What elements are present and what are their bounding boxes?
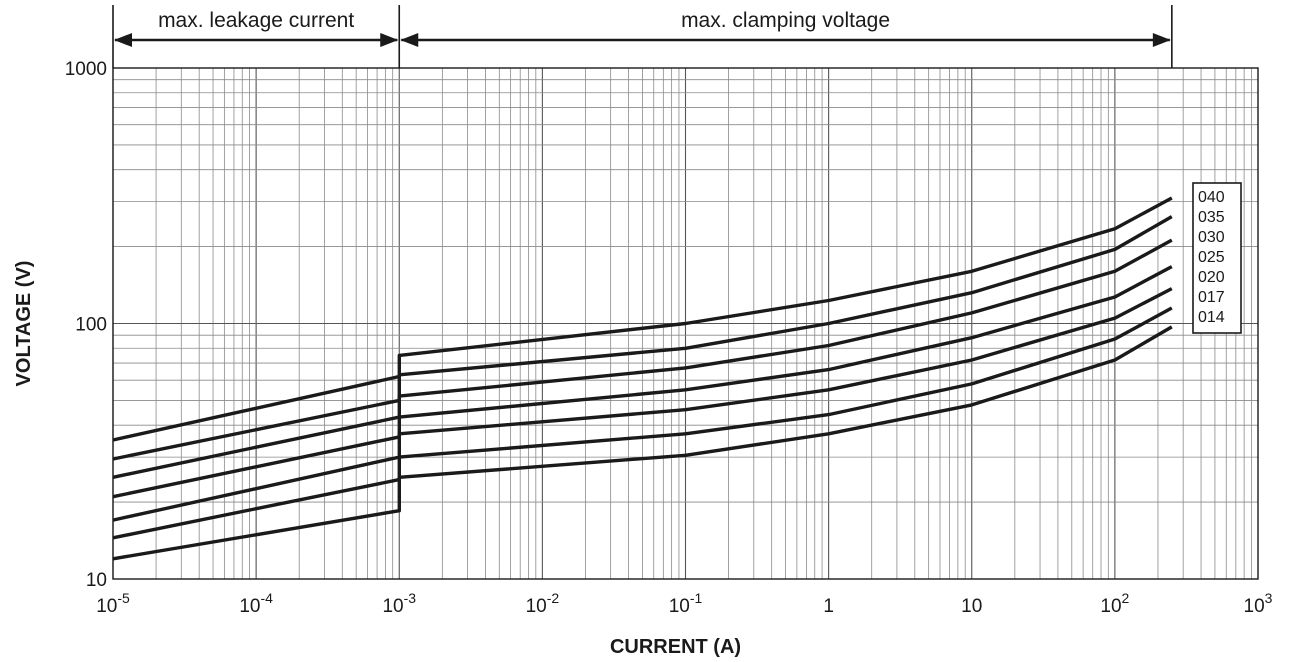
- legend-item: 035: [1198, 209, 1225, 226]
- series-line-014: [112, 325, 1173, 561]
- series-lines: [112, 196, 1173, 561]
- x-tick-label: 1: [823, 596, 834, 617]
- legend: 040 035 030 025 020 017 014: [1192, 182, 1242, 334]
- x-tick-label: 10-3: [382, 590, 416, 617]
- x-tick-label: 10: [961, 596, 982, 617]
- legend-item: 040: [1198, 189, 1225, 206]
- legend-item: 014: [1198, 309, 1225, 326]
- y-tick-label: 1000: [65, 59, 107, 80]
- region-label: max. leakage current: [158, 9, 354, 32]
- series-line-040: [112, 196, 1173, 442]
- arrowhead-left-icon: [114, 33, 132, 47]
- series-line-020: [112, 287, 1173, 522]
- x-tick-label: 10-1: [669, 590, 703, 617]
- arrowhead-right-icon: [1152, 33, 1171, 47]
- region-label: max. clamping voltage: [681, 9, 890, 32]
- region-annotations: max. leakage current max. clamping voltag…: [112, 5, 1173, 68]
- legend-item: 017: [1198, 289, 1225, 306]
- y-axis-title: VOLTAGE (V): [13, 261, 35, 387]
- x-axis-title: CURRENT (A): [610, 636, 741, 658]
- arrowhead-right-icon: [380, 33, 399, 47]
- y-tick-label: 100: [75, 315, 107, 336]
- x-tick-label: 102: [1100, 590, 1129, 617]
- x-tick-label: 10-4: [239, 590, 273, 617]
- x-tick-label: 10-2: [526, 590, 560, 617]
- plot-frame: [112, 67, 1259, 580]
- x-tick-label: 103: [1244, 590, 1273, 617]
- legend-item: 020: [1198, 269, 1225, 286]
- legend-box: [1192, 182, 1242, 334]
- x-tick-label: 10-5: [96, 590, 130, 617]
- grid: [112, 68, 1258, 580]
- tick-labels: 10-5 10-4 10-3 10-2 10-1 1 10 102 103 10 100 1000: [65, 59, 1273, 617]
- arrowhead-left-icon: [400, 33, 419, 47]
- legend-item: 030: [1198, 229, 1225, 246]
- legend-item: 025: [1198, 249, 1225, 266]
- y-tick-label: 10: [86, 570, 107, 591]
- series-line-030: [112, 238, 1173, 479]
